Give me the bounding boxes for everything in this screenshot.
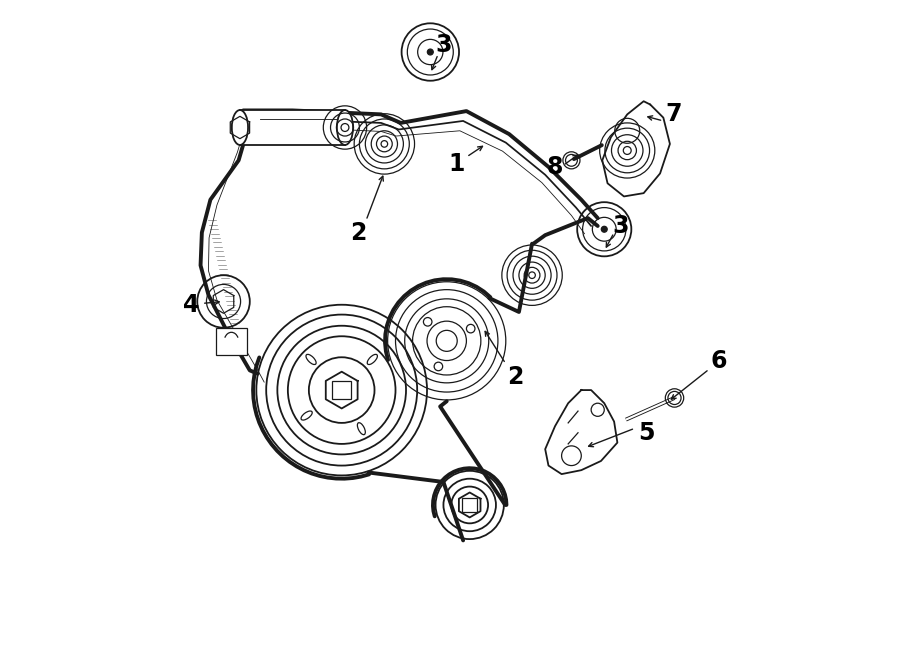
Circle shape <box>428 49 433 55</box>
Text: 1: 1 <box>448 152 464 175</box>
Text: 2: 2 <box>350 220 366 244</box>
Text: 4: 4 <box>183 293 199 316</box>
Text: 5: 5 <box>639 421 655 445</box>
Polygon shape <box>240 110 345 145</box>
Polygon shape <box>216 328 247 355</box>
Text: 8: 8 <box>547 155 563 179</box>
Text: 3: 3 <box>436 34 452 58</box>
Ellipse shape <box>337 110 353 145</box>
Text: 3: 3 <box>612 214 629 238</box>
Circle shape <box>601 226 608 232</box>
Ellipse shape <box>232 110 248 145</box>
Text: 7: 7 <box>665 103 681 126</box>
Text: 6: 6 <box>711 348 727 373</box>
Text: 2: 2 <box>508 365 524 389</box>
